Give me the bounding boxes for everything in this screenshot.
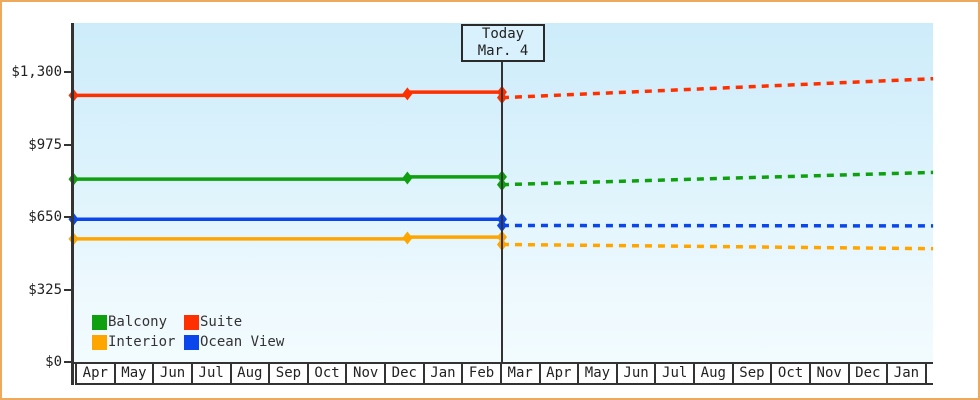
plot-area (74, 23, 933, 362)
x-axis-month-label: Jul (190, 364, 230, 383)
y-axis-tick-label: $325 (28, 281, 62, 298)
x-axis-line (71, 362, 933, 364)
today-flag-date: Mar. 4 (477, 43, 529, 59)
y-axis-tick-label: $975 (28, 136, 62, 153)
x-axis-month-label: Oct (306, 364, 346, 383)
y-axis-tick-mark (64, 143, 72, 146)
y-axis-tick-label: $1,300 (11, 64, 62, 80)
x-axis-month-label: Sep (268, 364, 307, 383)
x-axis-month-label: Apr (538, 364, 578, 383)
x-axis-month-label: Nov (808, 364, 848, 383)
x-axis-month-label: Aug (229, 364, 269, 383)
x-axis-month-label: Dec (847, 364, 887, 383)
legend-label: Suite (200, 314, 243, 330)
legend-label: Ocean View (200, 334, 285, 350)
x-axis-month-filler-cell (924, 364, 933, 383)
x-axis-month-label: May (577, 364, 616, 383)
series-forecast-line-balcony (501, 170, 934, 187)
legend: Balcony Suite Interior Ocean View (92, 312, 284, 352)
x-axis-month-label: Jan (422, 364, 462, 383)
y-axis-tick-mark (64, 361, 72, 363)
x-axis-month-label: Nov (345, 364, 384, 383)
legend-item: Balcony (92, 312, 184, 332)
series-history-line-interior (73, 235, 502, 241)
legend-swatch-icon (184, 314, 199, 330)
legend-item: Suite (184, 312, 284, 332)
x-axis-month-label: Aug (693, 364, 732, 383)
y-axis-tick-label: $0 (45, 354, 62, 370)
legend-item: Ocean View (184, 332, 284, 352)
y-axis-tick-mark (64, 216, 72, 218)
series-history-line-suite (73, 90, 502, 98)
series-marker-interior (402, 231, 413, 245)
x-axis-month-label: Jul (654, 364, 693, 383)
today-vertical-line (501, 61, 503, 363)
x-axis-month-label: Feb (461, 364, 500, 383)
today-flag-title: Today (481, 26, 525, 42)
series-forecast-line-suite (501, 76, 934, 100)
x-axis-month-label: May (113, 364, 153, 383)
legend-label: Interior (108, 334, 176, 350)
legend-swatch-icon (184, 334, 199, 350)
x-axis-month-label: Apr (75, 364, 114, 383)
y-axis-line (71, 23, 74, 385)
x-axis-month-band: Apr May Jun Jul Aug Sep Oct Nov Dec Jan Feb Mar Apr M… (75, 364, 933, 385)
legend-item: Interior (92, 332, 184, 352)
today-flag: Today Mar. 4 (461, 24, 545, 62)
x-axis-month-label: Jan (886, 364, 925, 383)
x-axis-month-label: Mar (499, 364, 539, 383)
x-axis-month-label: Oct (770, 364, 809, 383)
series-marker-suite (402, 87, 413, 101)
y-axis-tick-label: $650 (28, 209, 62, 225)
x-axis-month-label: Jun (615, 364, 655, 383)
series-history-line-balcony (73, 175, 502, 181)
series-forecast-line-interior (501, 242, 934, 251)
legend-label: Balcony (108, 314, 168, 330)
legend-swatch-icon (92, 314, 107, 330)
series-marker-balcony (402, 171, 413, 185)
x-axis-month-label: Dec (384, 364, 423, 383)
y-axis-tick-mark (64, 288, 72, 291)
x-axis-month-label: Sep (731, 364, 771, 383)
legend-swatch-icon (92, 334, 107, 350)
x-axis-month-label: Jun (152, 364, 191, 383)
y-axis-tick-mark (64, 71, 72, 73)
